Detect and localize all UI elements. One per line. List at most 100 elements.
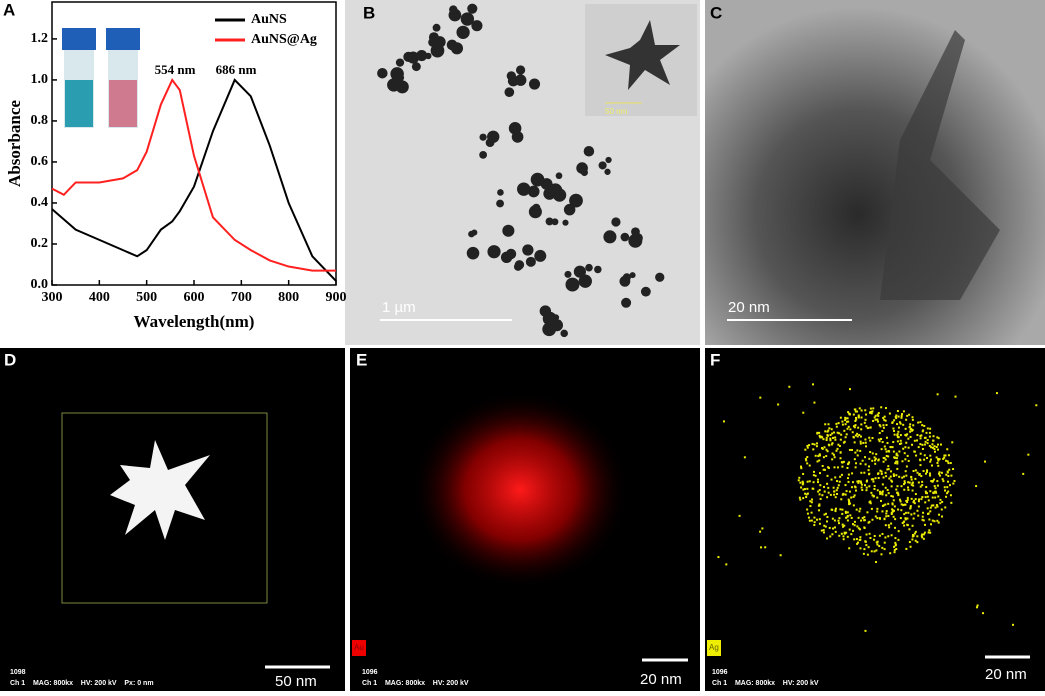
- ag-count: [853, 524, 856, 527]
- ag-count: [898, 450, 901, 453]
- ag-count: [925, 492, 928, 495]
- ag-count: [804, 457, 807, 460]
- ag-count: [932, 435, 935, 438]
- ag-count: [884, 524, 887, 527]
- ag-count: [911, 418, 914, 421]
- ag-count: [883, 415, 886, 418]
- nanoparticle: [387, 78, 401, 92]
- ag-count: [894, 537, 897, 540]
- ag-count: [853, 441, 856, 444]
- y-tick-label: 0.2: [31, 236, 49, 251]
- ag-count: [838, 517, 841, 520]
- ag-count: [907, 481, 910, 484]
- nanoparticle: [395, 58, 405, 67]
- ag-count: [873, 538, 876, 541]
- ag-count: [926, 427, 929, 430]
- ag-count: [919, 464, 922, 467]
- ag-count: [826, 515, 829, 518]
- ag-count: [884, 419, 887, 422]
- ag-count: [938, 474, 941, 477]
- ag-count: [903, 480, 906, 483]
- ag-count: [876, 507, 879, 510]
- ag-count: [847, 411, 850, 414]
- ag-count: [877, 412, 880, 415]
- ag-count: [874, 515, 877, 518]
- ag-count: [905, 499, 908, 502]
- ag-count: [982, 612, 985, 615]
- ag-count: [743, 456, 746, 459]
- ag-count: [881, 430, 884, 433]
- ag-count: [825, 436, 828, 439]
- nanoparticle: [629, 272, 636, 279]
- ag-count: [857, 516, 860, 519]
- element-label: Au: [354, 643, 364, 652]
- ag-count: [818, 504, 821, 507]
- ag-count: [921, 424, 924, 427]
- ag-count: [910, 476, 913, 479]
- ag-count: [895, 457, 898, 460]
- ag-count: [911, 524, 914, 527]
- ag-count: [860, 428, 863, 431]
- ag-count: [837, 484, 840, 487]
- ag-count: [870, 550, 873, 553]
- ag-count: [843, 429, 846, 432]
- ag-count: [944, 489, 947, 492]
- ag-count: [897, 426, 900, 429]
- ag-count: [868, 485, 871, 488]
- ag-count: [872, 419, 875, 422]
- ag-count: [864, 463, 867, 466]
- ag-count: [887, 514, 890, 517]
- ag-count: [827, 491, 830, 494]
- ag-count: [938, 513, 941, 516]
- ag-count: [917, 421, 920, 424]
- ag-count: [867, 546, 870, 549]
- ag-count: [853, 458, 856, 461]
- ag-count: [909, 435, 912, 438]
- ag-count: [950, 474, 953, 477]
- ag-count: [805, 459, 808, 462]
- nanoparticle: [551, 218, 559, 226]
- ag-count: [937, 521, 940, 524]
- ag-count: [890, 485, 893, 488]
- ag-count: [855, 462, 858, 465]
- nanoparticle: [543, 187, 556, 200]
- ag-count: [848, 501, 851, 504]
- ag-count: [905, 547, 908, 550]
- vial-liquid: [109, 80, 137, 127]
- ag-count: [929, 460, 932, 463]
- nanoparticle: [585, 263, 593, 272]
- ag-count: [866, 511, 869, 514]
- ag-count: [840, 473, 843, 476]
- ag-count: [926, 507, 929, 510]
- ag-count: [924, 501, 927, 504]
- nanoparticle: [471, 229, 478, 236]
- ag-count: [847, 473, 850, 476]
- ag-count: [928, 444, 931, 447]
- ag-count: [853, 426, 856, 429]
- ag-count: [891, 503, 894, 506]
- nanoparticle: [530, 172, 545, 187]
- ag-count: [831, 458, 834, 461]
- ag-count: [890, 495, 893, 498]
- nanoparticle: [611, 217, 621, 227]
- ag-count: [857, 481, 860, 484]
- ag-count: [880, 406, 883, 409]
- ag-count: [818, 503, 821, 506]
- ag-count: [839, 475, 842, 478]
- ag-count: [846, 519, 849, 522]
- ag-count: [850, 486, 853, 489]
- ag-count: [881, 546, 884, 549]
- ag-count: [872, 495, 875, 498]
- ag-count: [865, 480, 868, 483]
- ag-count: [824, 430, 827, 433]
- y-tick-label: 0.0: [31, 277, 49, 292]
- ag-count: [844, 423, 847, 426]
- ag-count: [842, 441, 845, 444]
- ag-count: [841, 420, 844, 423]
- ag-count: [825, 512, 828, 515]
- ag-count: [856, 435, 859, 438]
- ag-count: [812, 448, 815, 451]
- ag-count: [936, 436, 939, 439]
- ag-count: [883, 418, 886, 421]
